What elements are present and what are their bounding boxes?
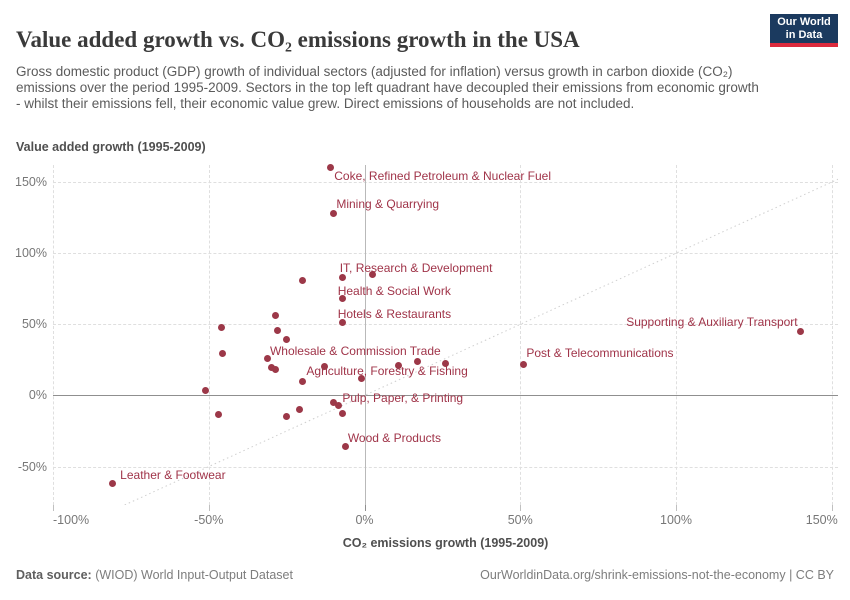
point-label: Post & Telecommunications [526,346,674,361]
y-tick-label: 150% [15,175,47,190]
data-source-label: Data source: [16,568,92,582]
x-tick-mark [53,505,54,511]
data-point[interactable] [295,406,303,414]
data-point[interactable] [797,327,805,335]
y-gridline [53,182,838,184]
x-tick-mark [831,505,833,511]
data-point[interactable] [326,164,334,172]
data-point[interactable] [273,327,281,335]
data-source: Data source: (WIOD) World Input-Output D… [16,568,293,582]
y-tick-label: 0% [28,388,47,403]
data-point[interactable] [339,319,347,327]
owid-logo-line2: in Data [785,28,823,41]
data-point[interactable] [368,271,376,279]
owid-logo-line1: Our World [777,15,831,28]
data-point[interactable] [108,480,116,488]
data-point[interactable] [272,366,280,374]
y-tick-label: 100% [15,246,47,261]
x-gridline [53,165,54,505]
x-tick-label: -100% [53,513,90,527]
data-source-value: (WIOD) World Input-Output Dataset [91,568,293,582]
point-label: IT, Research & Development [339,261,493,276]
point-label: Leather & Footwear [120,467,226,482]
data-point[interactable] [339,273,347,281]
data-point[interactable] [413,357,421,365]
point-label: Wood & Products [347,430,441,445]
x-tick-label: 150% [805,513,838,527]
x-tick-mark [520,505,522,511]
data-point[interactable] [272,312,280,320]
data-point[interactable] [339,295,347,303]
data-point[interactable] [283,336,291,344]
x-gridline [676,165,678,505]
footer: Data source: (WIOD) World Input-Output D… [16,568,834,582]
x-tick-label: 50% [507,513,533,527]
diagonal-reference-line [124,178,838,505]
x-tick-mark [364,505,366,511]
y-gridline [53,466,838,468]
data-point[interactable] [329,399,337,407]
point-label: Pulp, Paper, & Printing [342,390,464,405]
y-gridline [53,324,838,326]
data-point[interactable] [339,410,347,418]
data-point[interactable] [267,364,275,372]
data-point[interactable] [283,413,291,421]
y-tick-label: -50% [17,459,47,474]
data-point[interactable] [519,360,527,368]
point-label: Mining & Quarrying [336,197,440,212]
data-point[interactable] [442,359,449,367]
data-point[interactable] [219,349,227,357]
chart-subtitle: Gross domestic product (GDP) growth of i… [16,63,759,112]
point-label: Wholesale & Commission Trade [269,344,441,359]
data-point[interactable] [334,401,342,409]
x-tick-mark [208,505,210,511]
x-zero-line [364,165,366,505]
data-point[interactable] [329,209,337,217]
data-point[interactable] [298,377,306,385]
data-point[interactable] [214,411,222,419]
x-tick-mark [676,505,678,511]
owid-logo: Our World in Data [770,14,838,47]
point-label: Hotels & Restaurants [337,306,452,321]
y-gridline [53,253,838,255]
point-label: Coke, Refined Petroleum & Nuclear Fuel [334,168,552,183]
data-point[interactable] [298,276,306,284]
x-gridline [831,165,833,505]
data-point[interactable] [217,323,225,331]
data-point[interactable] [320,362,328,370]
data-point[interactable] [342,443,350,451]
data-point[interactable] [395,362,403,370]
license-note: OurWorldinData.org/shrink-emissions-not-… [480,568,834,582]
plot-area: CO₂ emissions growth (1995-2009) -50% 0% 5… [15,164,838,550]
point-label: Health & Social Work [337,283,451,298]
x-gridline [208,165,210,505]
x-tick-label: -50% [194,513,224,527]
point-label: Agriculture, Forestry & Fishing [306,364,468,379]
y-tick-label: 50% [21,317,47,332]
x-tick-label: 0% [355,513,374,527]
y-zero-line [53,395,838,397]
y-axis-title: Value added growth (1995-2009) [16,140,206,154]
point-label: Supporting & Auxiliary Transport [626,315,798,330]
chart-title: Value added growth vs. CO₂ emissions gro… [16,27,580,53]
data-point[interactable] [202,386,210,394]
data-point[interactable] [357,374,365,382]
x-gridline [520,165,522,505]
x-axis-title: CO₂ emissions growth (1995-2009) [342,536,549,550]
data-point[interactable] [264,354,272,362]
x-tick-label: 100% [660,513,693,527]
